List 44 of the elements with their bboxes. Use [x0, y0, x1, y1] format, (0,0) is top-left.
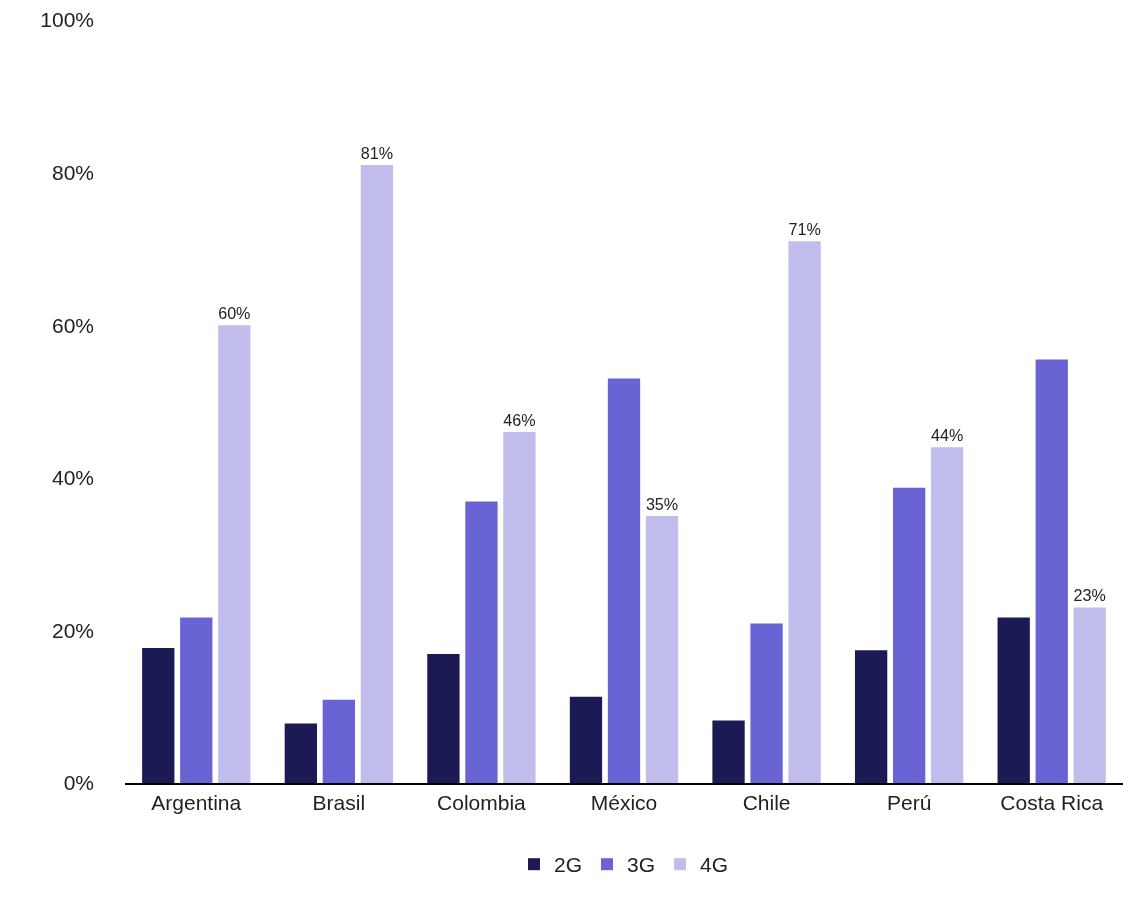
bar	[322, 699, 356, 783]
y-tick-label: 80%	[51, 160, 94, 184]
bar	[218, 325, 251, 783]
legend-label: 3G	[627, 853, 656, 877]
bar	[788, 241, 821, 783]
x-tick-label: Argentina	[151, 790, 242, 814]
legend-label: 2G	[554, 853, 583, 877]
x-tick-label: México	[590, 790, 658, 814]
bar	[284, 723, 317, 783]
legend-label: 4G	[700, 853, 729, 877]
data-label: 23%	[1073, 586, 1106, 605]
bar	[750, 623, 783, 783]
data-label: 81%	[360, 143, 394, 162]
bar	[892, 487, 926, 783]
bar	[569, 696, 603, 783]
bar	[465, 501, 498, 783]
bar	[180, 617, 213, 783]
x-tick-label: Perú	[886, 790, 932, 814]
bar	[712, 720, 745, 783]
data-label: 44%	[931, 426, 964, 445]
data-label: 60%	[218, 304, 251, 323]
bar	[1073, 607, 1106, 783]
bar	[1035, 359, 1068, 783]
y-tick-label: 100%	[40, 8, 94, 32]
bar	[607, 378, 641, 783]
data-label: 71%	[788, 220, 821, 239]
x-tick-label: Brasil	[312, 790, 366, 814]
bar	[142, 647, 175, 783]
x-tick-label: Chile	[742, 790, 791, 814]
y-tick-label: 40%	[51, 466, 94, 490]
bar	[931, 447, 964, 783]
y-tick-label: 0%	[63, 771, 94, 795]
x-tick-label: Colombia	[437, 790, 527, 814]
data-label: 46%	[503, 410, 536, 429]
y-tick-label: 60%	[51, 313, 94, 337]
x-tick-label: Costa Rica	[1000, 790, 1104, 814]
bar	[503, 432, 536, 783]
bar	[854, 650, 888, 783]
bar	[645, 515, 679, 783]
bar	[360, 164, 394, 783]
bar	[997, 617, 1030, 783]
y-tick-label: 20%	[51, 618, 94, 642]
data-label: 35%	[645, 494, 679, 513]
bar	[427, 654, 460, 783]
